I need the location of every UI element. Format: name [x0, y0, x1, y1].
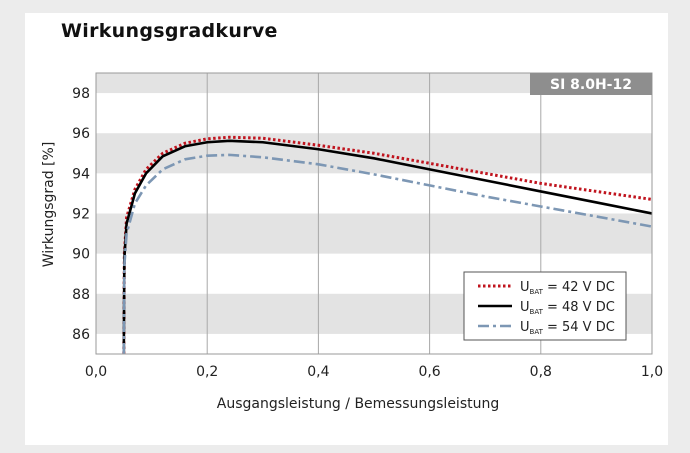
model-badge: SI 8.0H-12 [530, 73, 652, 95]
legend-label-1: UBAT = 42 V DC [520, 280, 615, 296]
series-line-2 [122, 139, 652, 354]
y-tick-label: 88 [72, 287, 90, 303]
x-tick-label: 0,6 [418, 364, 440, 380]
background-bands [96, 73, 652, 334]
chart-title: Wirkungsgradkurve [61, 20, 278, 42]
y-tick-label: 98 [72, 86, 90, 102]
x-tick-labels: 0,0 0,2 0,4 0,6 0,8 1,0 [85, 364, 663, 380]
series-line-3 [122, 153, 652, 354]
x-tick-label: 0,2 [196, 364, 218, 380]
grid-lines [206, 73, 542, 354]
y-axis-label: Wirkungsgrad [%] [41, 142, 57, 268]
x-tick-label: 0,4 [307, 364, 329, 380]
series-lines [122, 135, 652, 354]
legend-label-2: UBAT = 48 V DC [520, 300, 615, 316]
y-tick-label: 86 [72, 327, 90, 343]
legend-label-3: UBAT = 54 V DC [520, 320, 615, 336]
y-tick-labels: 86 88 90 92 94 96 98 [72, 86, 90, 343]
y-tick-label: 94 [72, 166, 90, 182]
x-tick-label: 1,0 [641, 364, 663, 380]
legend: UBAT = 42 V DC UBAT = 48 V DC UBAT = 54 V … [463, 271, 627, 341]
y-tick-label: 92 [72, 207, 90, 223]
y-tick-label: 90 [72, 247, 90, 263]
plot-frame [95, 72, 653, 355]
x-tick-label: 0,0 [85, 364, 107, 380]
x-axis-label: Ausgangsleistung / Bemessungsleistung [217, 396, 499, 412]
grid-band-0 [96, 73, 652, 94]
x-tick-label: 0,8 [530, 364, 552, 380]
y-tick-label: 96 [72, 126, 90, 142]
model-badge-label: SI 8.0H-12 [550, 77, 632, 93]
grid-band-2 [96, 213, 652, 254]
model-badge-bg [530, 73, 652, 95]
